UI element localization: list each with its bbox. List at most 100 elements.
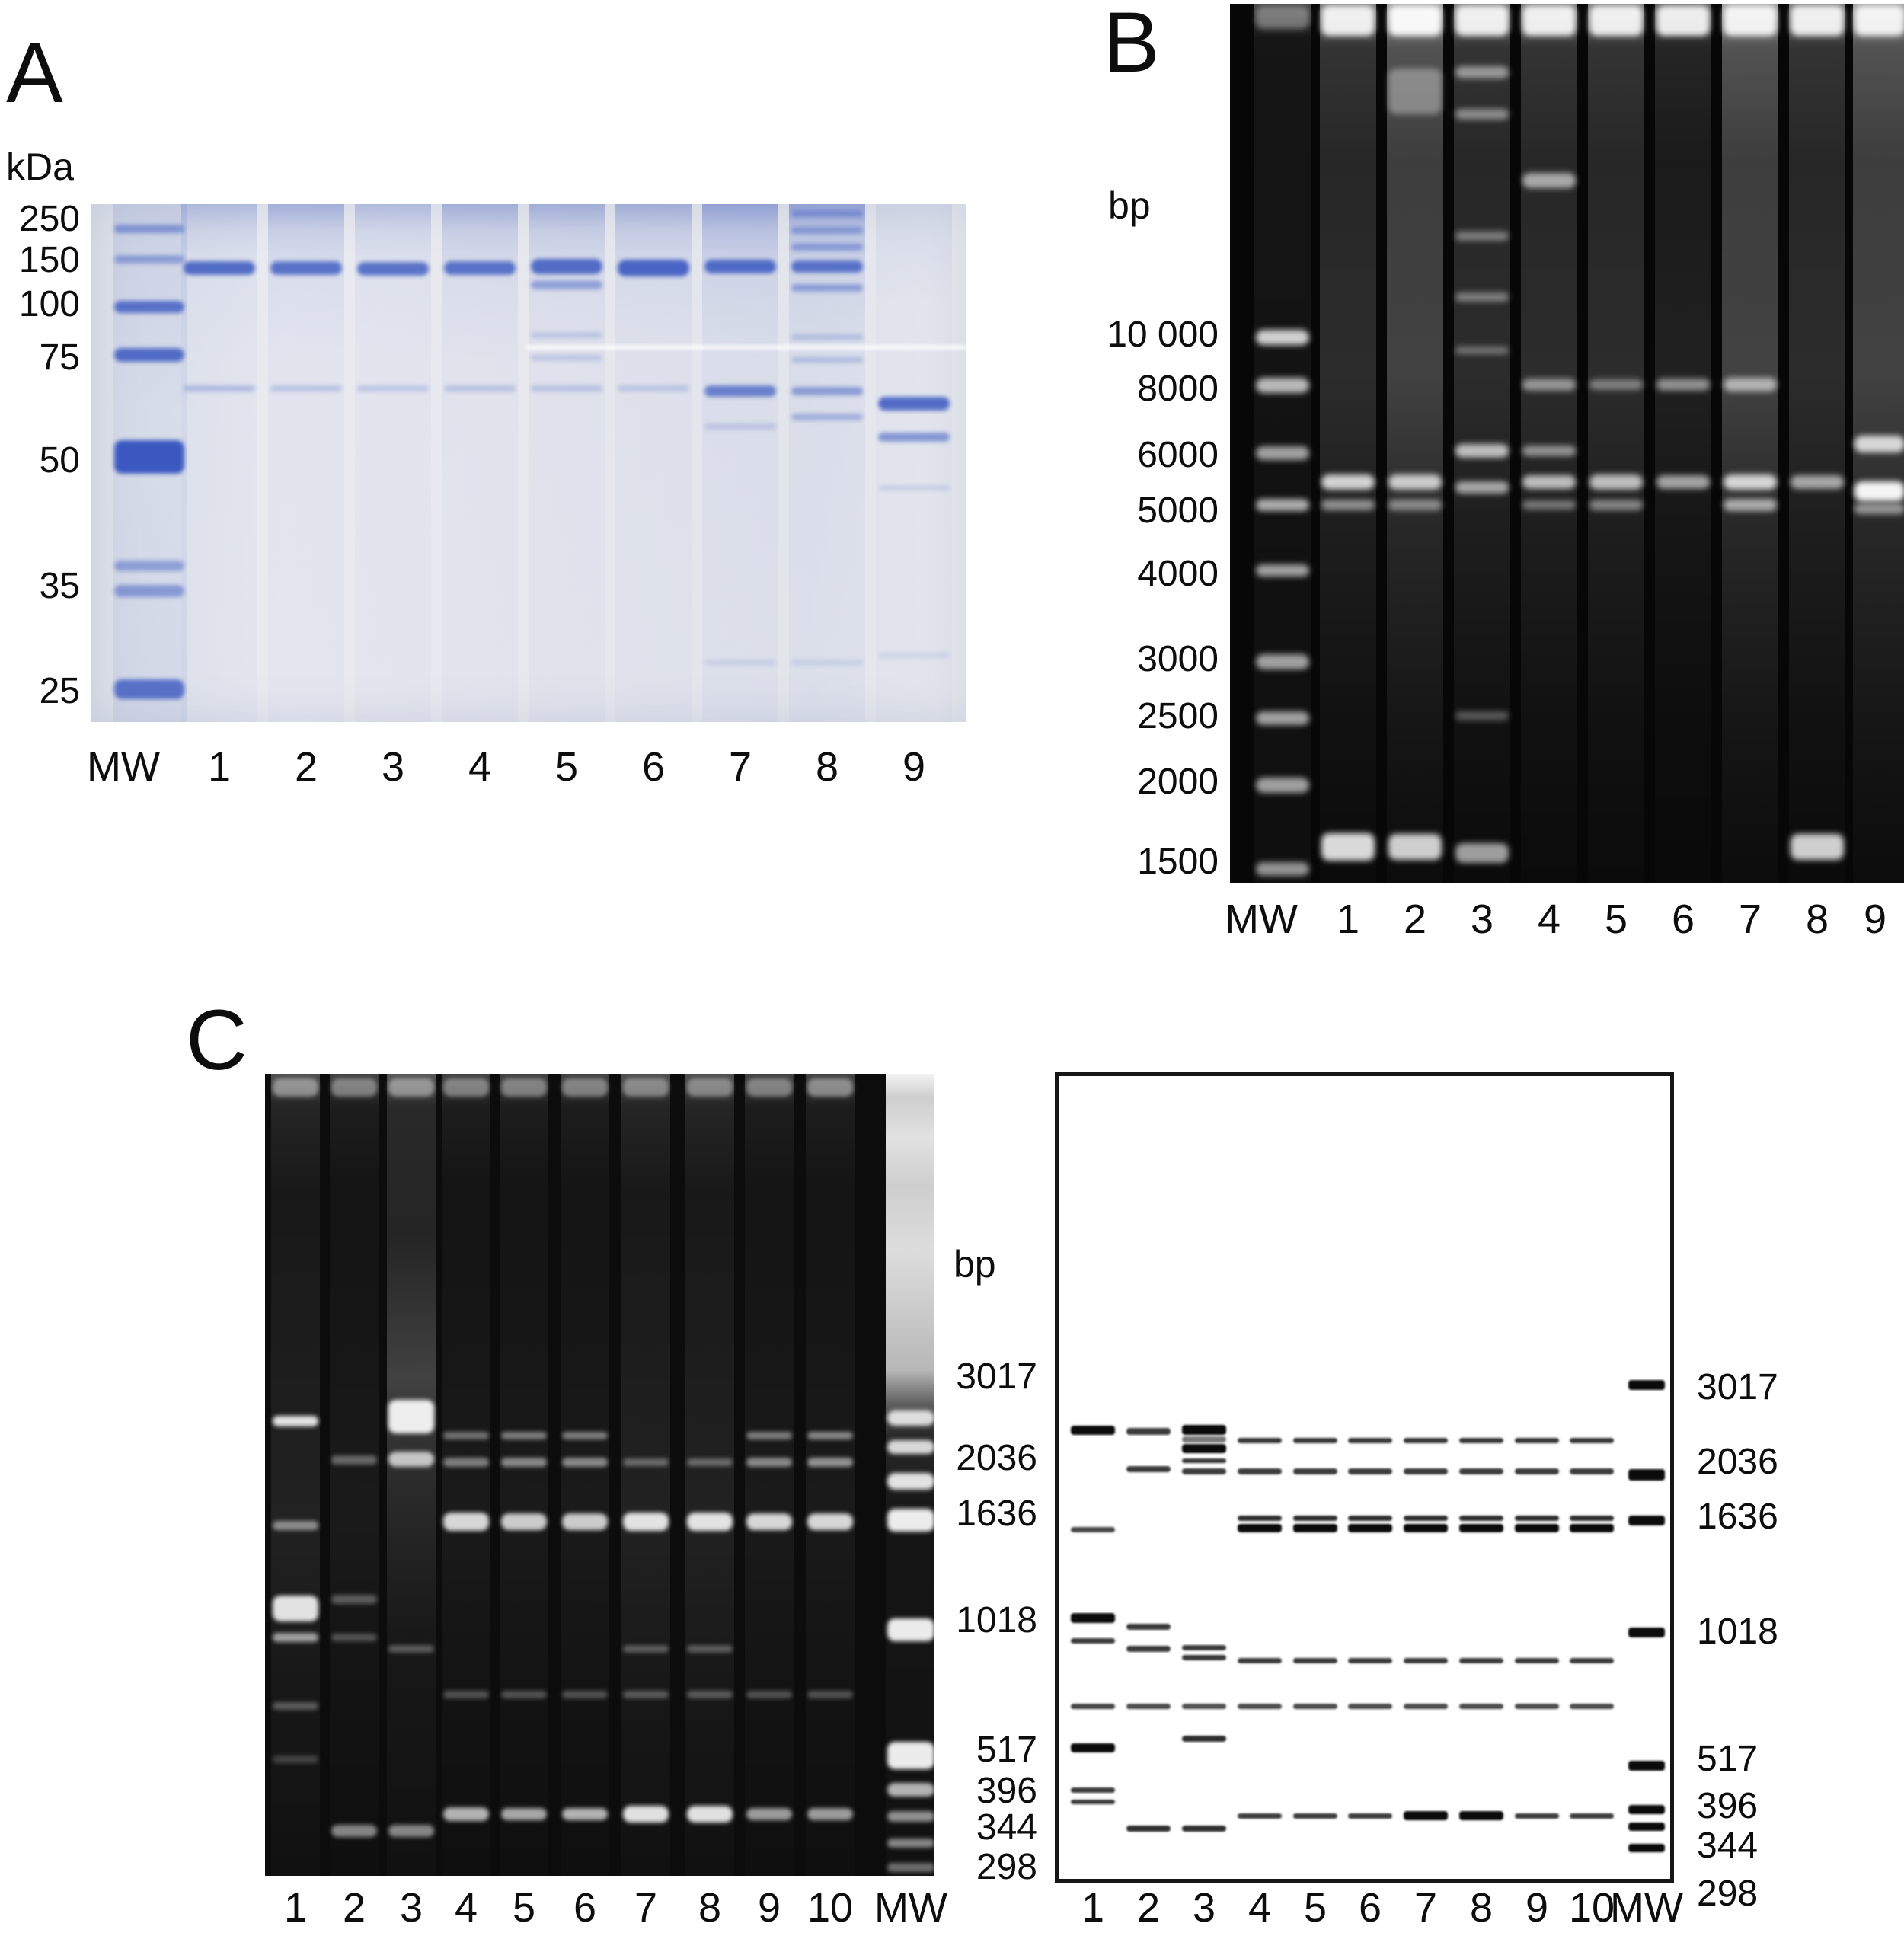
gel-band (388, 1645, 435, 1653)
gel-band (1388, 474, 1442, 490)
schematic-band (1628, 1515, 1665, 1525)
gel-band (746, 1808, 793, 1820)
schematic-band (1293, 1703, 1337, 1709)
lane-label-b-9-9: 9 (1863, 896, 1887, 942)
schematic-band (1515, 1523, 1559, 1532)
gel-band (388, 1825, 435, 1837)
schematic-band (1238, 1657, 1282, 1663)
gel-band (1589, 379, 1643, 390)
gel-band (442, 1807, 490, 1821)
marker-label-c-344: 344 (1697, 1826, 1759, 1866)
schematic-band (1071, 1703, 1115, 1709)
gel-band (184, 385, 255, 391)
gel-lane-a-3 (355, 204, 431, 722)
gel-band (1656, 475, 1710, 489)
gel-band (791, 209, 863, 217)
gel-band (1256, 862, 1309, 876)
panel-a-gel (91, 204, 966, 722)
lane-label-a-8-8: 8 (815, 744, 839, 790)
schematic-lane-7 (1404, 1076, 1448, 1879)
gel-band (686, 1806, 733, 1823)
gel-band (444, 261, 516, 275)
marker-label-a-75: 75 (39, 337, 80, 378)
lane-label-a-5-5: 5 (554, 744, 579, 790)
gel-lane-b-3 (1454, 4, 1510, 883)
marker-label-c-298: 298 (1697, 1874, 1759, 1914)
lane-label-c-5-15: 5 (1303, 1885, 1327, 1931)
gel-band (887, 1410, 934, 1426)
gel-lane-a-8 (789, 204, 865, 722)
gel-lane-c-4 (442, 1074, 490, 1876)
schematic-band (1628, 1468, 1665, 1481)
gel-band (1256, 778, 1309, 793)
gel-lane-c-8 (685, 1074, 734, 1876)
gel-band (686, 1513, 733, 1531)
schematic-band (1182, 1826, 1226, 1832)
gel-band (791, 226, 863, 234)
marker-label-c-517: 517 (1697, 1739, 1759, 1779)
gel-band (272, 1633, 319, 1642)
marker-label-c-1636: 1636 (956, 1494, 1037, 1534)
gel-band (442, 1458, 490, 1467)
schematic-lane-MW (1628, 1076, 1665, 1879)
lane-label-c-5-4: 5 (512, 1885, 536, 1931)
gel-band (531, 259, 602, 274)
gel-band (561, 1078, 609, 1097)
gel-band (442, 1432, 490, 1439)
gel-band (887, 1742, 934, 1769)
lane-label-a-4-4: 4 (468, 744, 492, 790)
marker-label-b-6000: 6000 (1137, 435, 1219, 475)
gel-band (1522, 5, 1576, 36)
schematic-band (1071, 1612, 1115, 1623)
schematic-band (1348, 1437, 1392, 1443)
lane-label-c-1-0: 1 (283, 1885, 308, 1931)
gel-lane-a-9 (876, 204, 952, 722)
schematic-band (1182, 1424, 1226, 1435)
schematic-band (1348, 1523, 1392, 1532)
gel-lane-a-1 (181, 204, 257, 722)
gel-band (531, 355, 602, 361)
gel-band (622, 1458, 669, 1466)
schematic-band (1293, 1437, 1337, 1443)
lane-label-a-7-7: 7 (728, 744, 752, 790)
gel-band (1522, 173, 1576, 188)
lane-label-c-9-8: 9 (757, 1885, 781, 1931)
gel-band (1854, 436, 1904, 452)
lane-label-c-3-13: 3 (1192, 1885, 1216, 1931)
gel-lane-c-10 (806, 1074, 855, 1876)
lane-label-b-8-8: 8 (1805, 896, 1829, 942)
gel-band (791, 386, 863, 395)
gel-band (270, 385, 342, 391)
schematic-band (1404, 1468, 1448, 1474)
lane-label-c-7-17: 7 (1414, 1885, 1438, 1931)
schematic-band (1459, 1703, 1503, 1709)
lane-label-a-1-1: 1 (207, 744, 232, 790)
gel-band (114, 679, 184, 699)
marker-label-c-344: 344 (976, 1807, 1037, 1848)
gel-band (1455, 843, 1509, 863)
lane-label-c-7-6: 7 (634, 1885, 658, 1931)
gel-lane-a-MW (112, 204, 187, 722)
marker-label-b-2000: 2000 (1137, 762, 1219, 802)
gel-band (1656, 5, 1710, 36)
gel-band (1388, 500, 1442, 510)
gel-band (272, 1596, 319, 1621)
schematic-band (1459, 1657, 1503, 1663)
lane-label-c-2-12: 2 (1136, 1885, 1161, 1931)
schematic-band (1238, 1523, 1282, 1532)
gel-lane-b-9 (1853, 4, 1904, 883)
panel-b-gel (1230, 4, 1904, 883)
schematic-band (1071, 1426, 1115, 1435)
gel-band (1321, 5, 1375, 36)
schematic-band (1628, 1379, 1665, 1390)
schematic-band (1628, 1760, 1665, 1771)
lane-label-c-8-7: 8 (698, 1885, 722, 1931)
marker-label-c-517: 517 (976, 1730, 1037, 1770)
schematic-band (1238, 1468, 1282, 1474)
marker-label-b-1500: 1500 (1137, 842, 1219, 882)
gel-band (561, 1458, 609, 1467)
schematic-band (1628, 1822, 1665, 1831)
schematic-band (1459, 1468, 1503, 1474)
